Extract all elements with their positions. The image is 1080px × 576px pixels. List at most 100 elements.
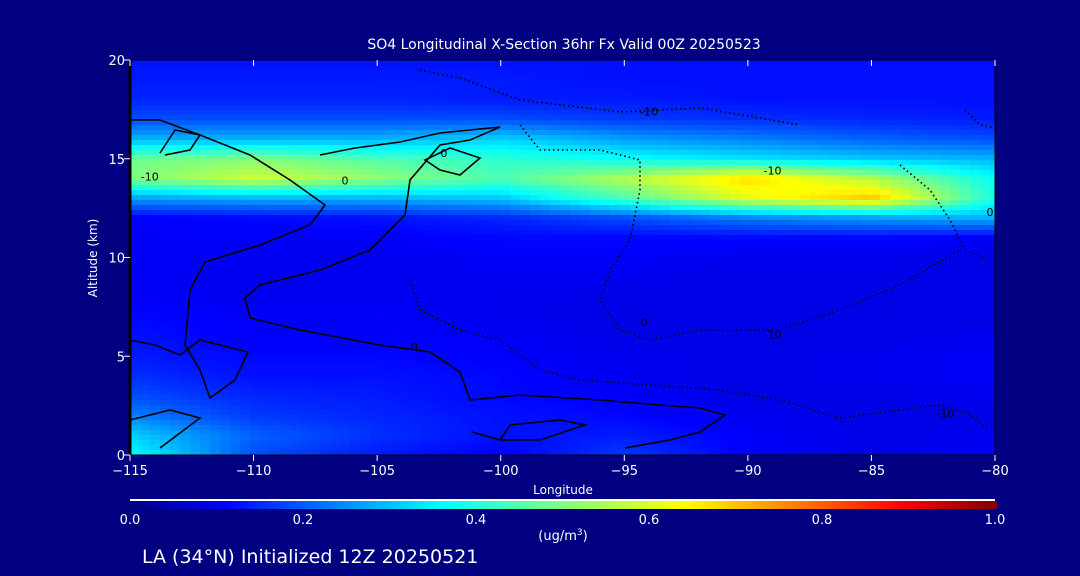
heatmap-cell bbox=[380, 300, 391, 306]
heatmap-cell bbox=[160, 75, 171, 81]
heatmap-cell bbox=[790, 225, 801, 231]
heatmap-cell bbox=[340, 210, 351, 216]
heatmap-cell bbox=[280, 230, 291, 236]
heatmap-cell bbox=[130, 125, 141, 131]
heatmap-cell bbox=[470, 300, 481, 306]
heatmap-cell bbox=[590, 320, 601, 326]
heatmap-cell bbox=[980, 90, 991, 96]
heatmap-cell bbox=[150, 305, 161, 311]
heatmap-cell bbox=[570, 165, 581, 171]
heatmap-cell bbox=[190, 195, 201, 201]
heatmap-cell bbox=[860, 60, 871, 66]
heatmap-cell bbox=[620, 270, 631, 276]
heatmap-cell bbox=[890, 245, 901, 251]
heatmap-cell bbox=[130, 305, 141, 311]
heatmap-cell bbox=[510, 245, 521, 251]
heatmap-cell bbox=[380, 210, 391, 216]
heatmap-cell bbox=[160, 185, 171, 191]
heatmap-cell bbox=[180, 220, 191, 226]
heatmap-cell bbox=[760, 305, 771, 311]
heatmap-cell bbox=[950, 300, 961, 306]
heatmap-cell bbox=[210, 190, 221, 196]
heatmap-cell bbox=[880, 100, 891, 106]
heatmap-cell bbox=[740, 60, 751, 66]
heatmap-cell bbox=[950, 270, 961, 276]
heatmap-cell bbox=[560, 320, 571, 326]
heatmap-cell bbox=[300, 150, 311, 156]
heatmap-cell bbox=[230, 70, 241, 76]
heatmap-cell bbox=[670, 110, 681, 116]
heatmap-cell bbox=[220, 135, 231, 141]
heatmap-cell bbox=[270, 160, 281, 166]
heatmap-cell bbox=[140, 285, 151, 291]
heatmap-cell bbox=[930, 110, 941, 116]
heatmap-cell bbox=[640, 285, 651, 291]
heatmap-cell bbox=[250, 235, 261, 241]
heatmap-cell bbox=[750, 315, 761, 321]
heatmap-cell bbox=[880, 310, 891, 316]
heatmap-cell bbox=[620, 90, 631, 96]
heatmap-cell bbox=[360, 105, 371, 111]
heatmap-cell bbox=[410, 95, 421, 101]
heatmap-cell bbox=[150, 300, 161, 306]
heatmap-cell bbox=[410, 325, 421, 331]
heatmap-cell bbox=[910, 210, 921, 216]
heatmap-cell bbox=[330, 270, 341, 276]
heatmap-cell bbox=[830, 135, 841, 141]
heatmap-cell bbox=[530, 120, 541, 126]
heatmap-cell bbox=[360, 75, 371, 81]
heatmap-cell bbox=[430, 285, 441, 291]
heatmap-cell bbox=[930, 120, 941, 126]
heatmap-cell bbox=[780, 235, 791, 241]
heatmap-cell bbox=[860, 115, 871, 121]
heatmap-cell bbox=[890, 180, 901, 186]
heatmap-cell bbox=[760, 180, 771, 186]
heatmap-cell bbox=[160, 265, 171, 271]
heatmap-cell bbox=[240, 335, 251, 341]
heatmap-cell bbox=[650, 255, 661, 261]
heatmap-cell bbox=[390, 310, 401, 316]
heatmap-cell bbox=[950, 195, 961, 201]
heatmap-cell bbox=[440, 110, 451, 116]
heatmap-cell bbox=[530, 200, 541, 206]
heatmap-cell bbox=[250, 95, 261, 101]
heatmap-cell bbox=[680, 210, 691, 216]
heatmap-cell bbox=[970, 120, 981, 126]
heatmap-cell bbox=[180, 80, 191, 86]
heatmap-cell bbox=[580, 245, 591, 251]
heatmap-cell bbox=[460, 330, 471, 336]
heatmap-cell bbox=[760, 145, 771, 151]
heatmap-cell bbox=[200, 140, 211, 146]
heatmap-cell bbox=[220, 125, 231, 131]
heatmap-cell bbox=[660, 170, 671, 176]
heatmap-cell bbox=[890, 170, 901, 176]
heatmap-cell bbox=[210, 175, 221, 181]
heatmap-cell bbox=[630, 170, 641, 176]
heatmap-cell bbox=[340, 315, 351, 321]
heatmap-cell bbox=[650, 175, 661, 181]
heatmap-cell bbox=[960, 280, 971, 286]
heatmap-cell bbox=[890, 295, 901, 301]
heatmap-cell bbox=[300, 265, 311, 271]
heatmap-cell bbox=[330, 315, 341, 321]
heatmap-cell bbox=[810, 65, 821, 71]
heatmap-cell bbox=[150, 190, 161, 196]
heatmap-cell bbox=[660, 65, 671, 71]
heatmap-cell bbox=[460, 295, 471, 301]
heatmap-cell bbox=[400, 190, 411, 196]
heatmap-cell bbox=[540, 285, 551, 291]
heatmap-cell bbox=[290, 270, 301, 276]
heatmap-cell bbox=[530, 130, 541, 136]
heatmap-cell bbox=[140, 270, 151, 276]
heatmap-cell bbox=[860, 70, 871, 76]
heatmap-cell bbox=[740, 245, 751, 251]
heatmap-cell bbox=[270, 265, 281, 271]
heatmap-cell bbox=[890, 95, 901, 101]
heatmap-cell bbox=[920, 130, 931, 136]
heatmap-cell bbox=[730, 120, 741, 126]
heatmap-cell bbox=[720, 265, 731, 271]
heatmap-cell bbox=[420, 120, 431, 126]
heatmap-cell bbox=[570, 290, 581, 296]
heatmap-cell bbox=[410, 340, 421, 346]
heatmap-cell bbox=[830, 240, 841, 246]
